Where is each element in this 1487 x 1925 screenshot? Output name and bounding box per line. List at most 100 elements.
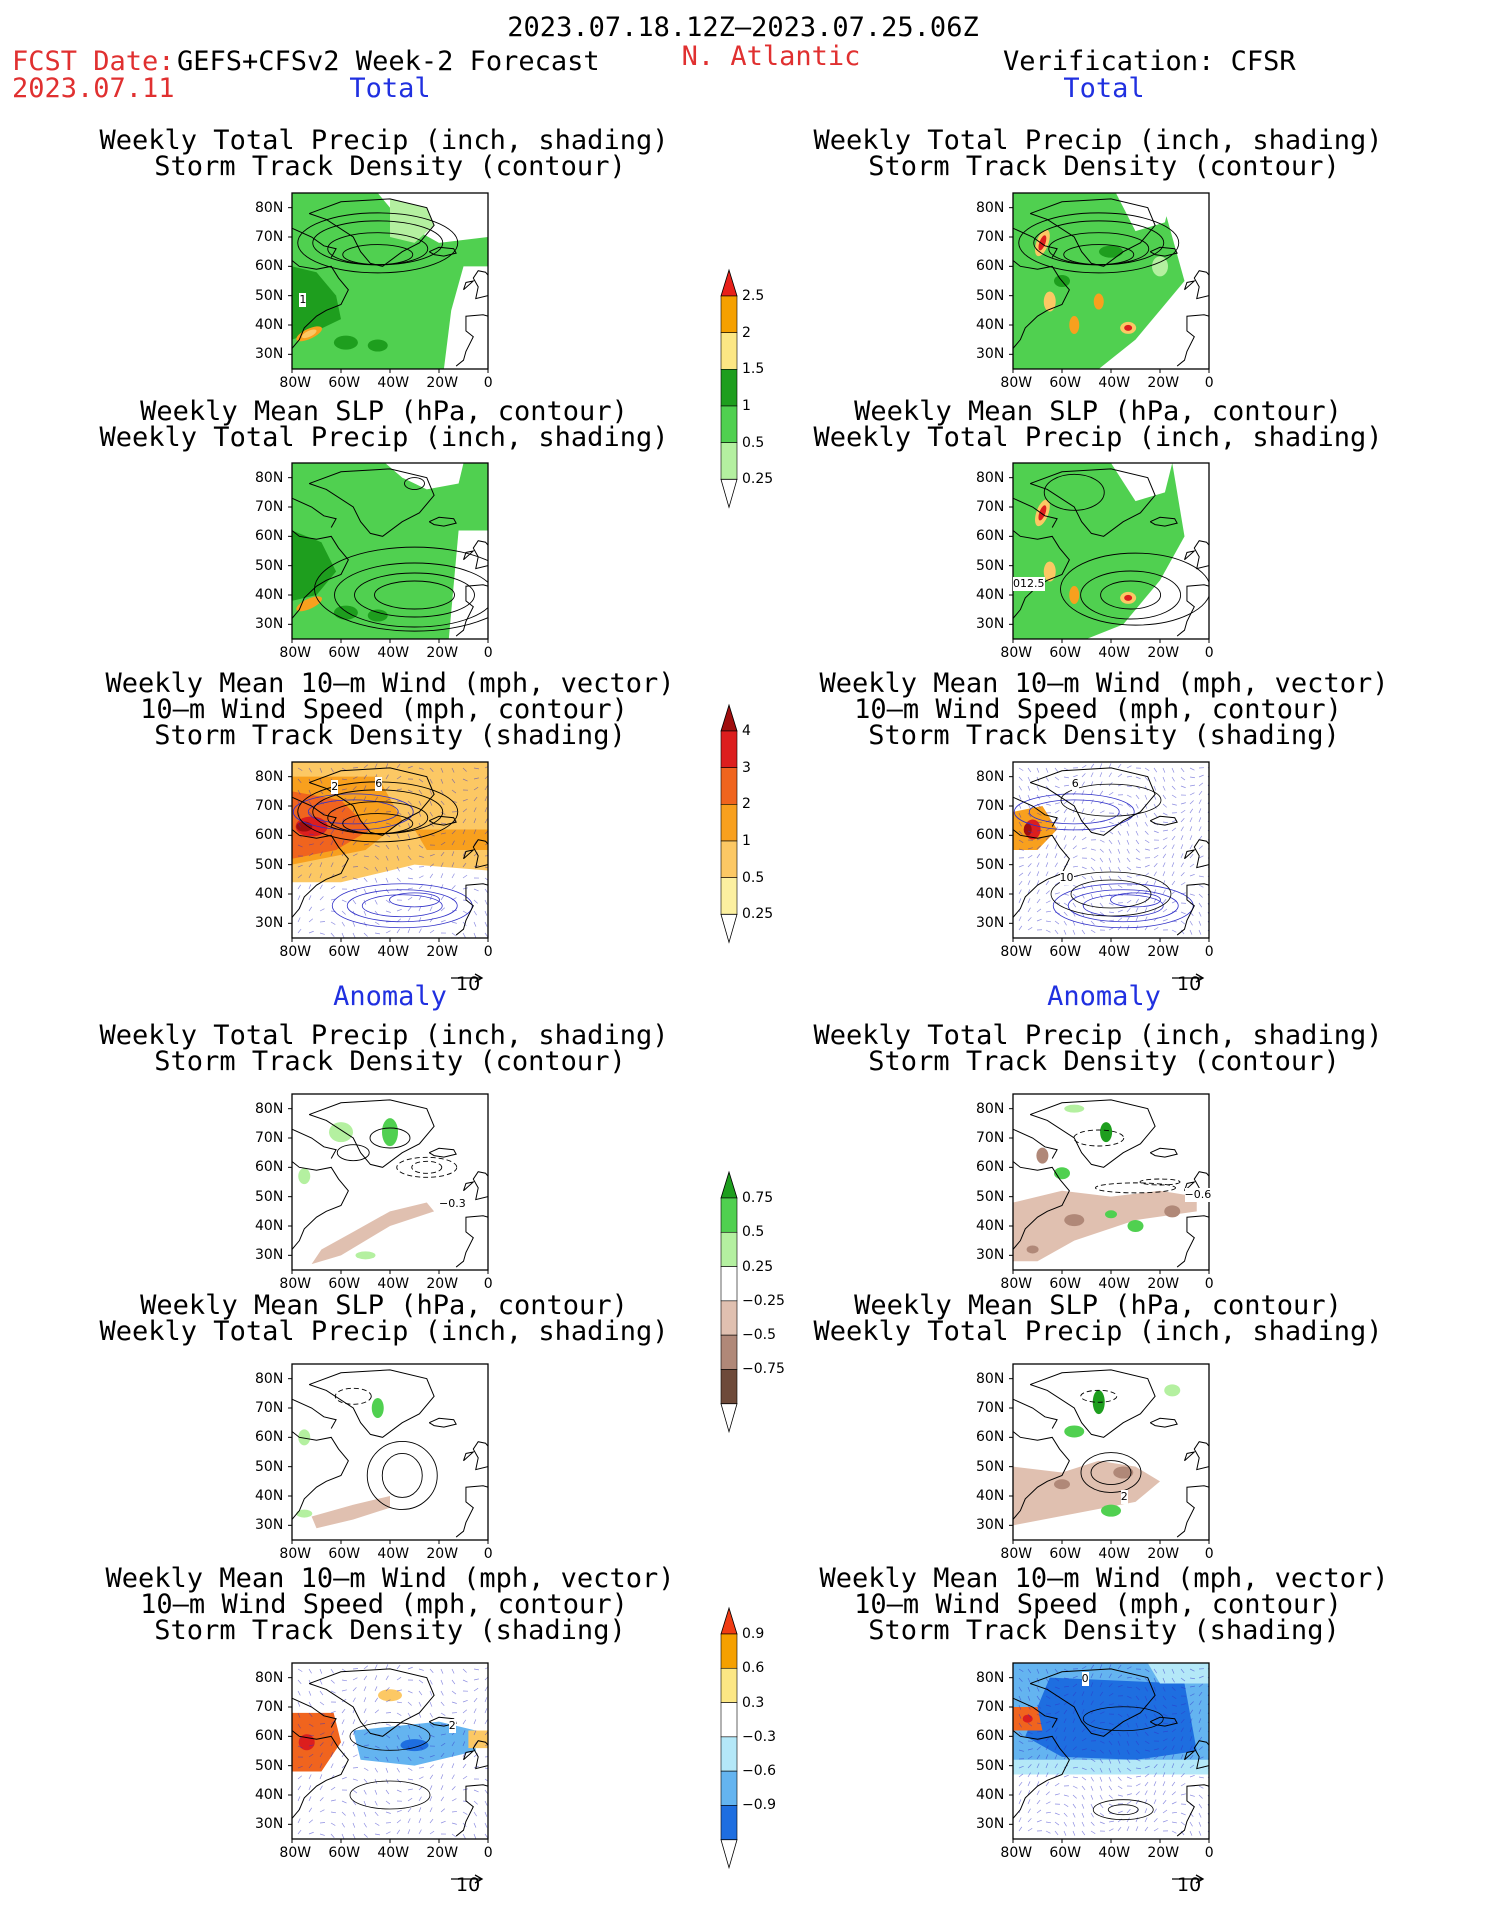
lon-tick-label: 20W: [1147, 944, 1180, 960]
colorbar-label: 2.5: [742, 288, 765, 304]
title-fa2-b: Weekly Total Precip (inch, shading): [99, 1316, 669, 1347]
title-fl2-b: Weekly Total Precip (inch, shading): [99, 422, 669, 453]
lon-tick-label: 80W: [1000, 1276, 1033, 1292]
lat-tick-label: 40N: [976, 587, 1005, 603]
title-vl1-b: Storm Track Density (contour): [868, 151, 1340, 182]
lon-tick-label: 20W: [426, 944, 459, 960]
reference-vector-label: 10: [456, 1874, 481, 1896]
map-forecast-total-wind: 2 6 80N 70N 60N 50N 40N 30N 80W 60W 40W 20W 0: [255, 761, 493, 959]
lon-tick-label: 80W: [279, 1546, 312, 1562]
lon-tick-label: 60W: [1049, 944, 1082, 960]
verification-title: Verification: CFSR: [1003, 46, 1296, 77]
lat-tick-label: 70N: [255, 499, 284, 515]
lon-tick-label: 40W: [1098, 1276, 1131, 1292]
lon-tick-label: 0: [483, 1546, 493, 1562]
lat-tick-label: 40N: [255, 587, 284, 603]
lon-tick-label: 0: [1204, 375, 1214, 391]
colorbar-label: 0.6: [742, 1660, 765, 1677]
reference-vector-fcst-anomaly: 10: [450, 1869, 484, 1895]
title-va3-a: Weekly Mean 10–m Wind (mph, vector): [819, 1563, 1389, 1594]
lon-tick-label: 20W: [426, 1276, 459, 1292]
map-forecast-anomaly-wind: 2 80N 70N 60N 50N 40N 30N 80W 60W 40W 20W 0: [255, 1662, 493, 1860]
lat-tick-label: 50N: [976, 287, 1005, 304]
lon-tick-label: 60W: [328, 375, 361, 391]
contour-label: 012.5: [1013, 577, 1045, 592]
colorbar-label: 0.3: [742, 1694, 765, 1711]
colorbar-label: −0.5: [742, 1327, 776, 1344]
lon-tick-label: 20W: [1147, 1845, 1180, 1861]
colorbar-label: 4: [742, 723, 751, 739]
lat-tick-label: 70N: [976, 499, 1005, 515]
lon-tick-label: 80W: [279, 944, 312, 960]
lat-tick-label: 40N: [976, 886, 1005, 902]
lat-tick-label: 70N: [255, 1130, 284, 1146]
lon-tick-label: 80W: [1000, 645, 1033, 661]
colorbar-label: 0.75: [742, 1190, 774, 1206]
map-forecast-anomaly-precip: −0.3 80N 70N 60N 50N 40N 30N 80W 60W 40W 20W 0: [255, 1093, 493, 1291]
lon-tick-label: 20W: [426, 645, 459, 661]
lon-tick-label: 80W: [279, 645, 312, 661]
lat-tick-label: 40N: [976, 1488, 1005, 1504]
lat-tick-label: 80N: [976, 199, 1005, 216]
title-va2-b: Weekly Total Precip (inch, shading): [813, 1316, 1383, 1347]
contour-label: −0.6: [1184, 1187, 1212, 1202]
lat-tick-label: 80N: [976, 1100, 1005, 1117]
colorbar-label: 0.5: [742, 434, 765, 451]
lat-tick-label: 50N: [255, 1757, 284, 1774]
lon-tick-label: 80W: [1000, 1845, 1033, 1861]
lon-tick-label: 0: [1204, 1276, 1214, 1292]
lat-tick-label: 50N: [255, 1458, 284, 1475]
title-fa3-a: Weekly Mean 10–m Wind (mph, vector): [105, 1563, 675, 1594]
lat-tick-label: 40N: [255, 886, 284, 902]
contour-label: 6: [1071, 776, 1079, 791]
lat-tick-label: 30N: [976, 1517, 1005, 1534]
lat-tick-label: 50N: [255, 287, 284, 304]
title-fl2-a: Weekly Mean SLP (hPa, contour): [140, 396, 628, 427]
map-forecast-total-slp: 80N 70N 60N 50N 40N 30N 80W 60W 40W 20W 0: [255, 462, 493, 660]
lat-tick-label: 60N: [255, 1728, 284, 1745]
lon-tick-label: 80W: [1000, 944, 1033, 960]
colorbar-label: −0.3: [742, 1728, 776, 1745]
lat-tick-label: 70N: [255, 229, 284, 245]
contour-label: 2: [448, 1718, 456, 1733]
map-forecast-anomaly-slp: 80N 70N 60N 50N 40N 30N 80W 60W 40W 20W 0: [255, 1363, 493, 1561]
lat-tick-label: 70N: [255, 1400, 284, 1416]
lat-tick-label: 80N: [976, 768, 1005, 785]
lat-tick-label: 50N: [976, 1188, 1005, 1205]
colorbar-label: −0.25: [742, 1292, 785, 1309]
contour-label: 10: [1059, 870, 1074, 885]
lon-tick-label: 0: [1204, 1845, 1214, 1861]
lon-tick-label: 40W: [1098, 375, 1131, 391]
lon-tick-label: 80W: [279, 1845, 312, 1861]
lon-tick-label: 80W: [1000, 375, 1033, 391]
lat-tick-label: 30N: [255, 1247, 284, 1264]
lat-tick-label: 30N: [255, 1816, 284, 1833]
colorbar-label: 0.25: [742, 471, 774, 488]
map-verification-anomaly-slp: 2 80N 70N 60N 50N 40N 30N 80W 60W 40W 20W 0: [976, 1363, 1214, 1561]
lon-tick-label: 60W: [1049, 645, 1082, 661]
lat-tick-label: 40N: [976, 1218, 1005, 1234]
lon-tick-label: 40W: [377, 375, 410, 391]
lat-tick-label: 60N: [976, 1728, 1005, 1745]
contour-label: 2: [1120, 1490, 1128, 1505]
region-title: N. Atlantic: [681, 41, 861, 72]
lat-tick-label: 70N: [255, 798, 284, 814]
lon-tick-label: 0: [483, 1276, 493, 1292]
lon-tick-label: 60W: [1049, 375, 1082, 391]
section-anomaly-left: Anomaly: [333, 981, 447, 1012]
lon-tick-label: 0: [1204, 645, 1214, 661]
reference-vector-verif-anomaly: 10: [1171, 1869, 1205, 1895]
colorbar-label: 0.25: [742, 906, 774, 923]
lon-tick-label: 60W: [328, 1276, 361, 1292]
reference-vector-label: 10: [1177, 1874, 1202, 1896]
lon-tick-label: 60W: [328, 944, 361, 960]
lon-tick-label: 40W: [377, 1845, 410, 1861]
colorbar-label: 0.5: [742, 869, 765, 886]
lon-tick-label: 60W: [328, 1546, 361, 1562]
lat-tick-label: 80N: [255, 469, 284, 486]
title-va1-a: Weekly Total Precip (inch, shading): [813, 1020, 1383, 1051]
title-fa1-b: Storm Track Density (contour): [154, 1046, 626, 1077]
title-va2-a: Weekly Mean SLP (hPa, contour): [854, 1290, 1342, 1321]
lat-tick-label: 80N: [976, 1370, 1005, 1387]
lon-tick-label: 40W: [1098, 1845, 1131, 1861]
